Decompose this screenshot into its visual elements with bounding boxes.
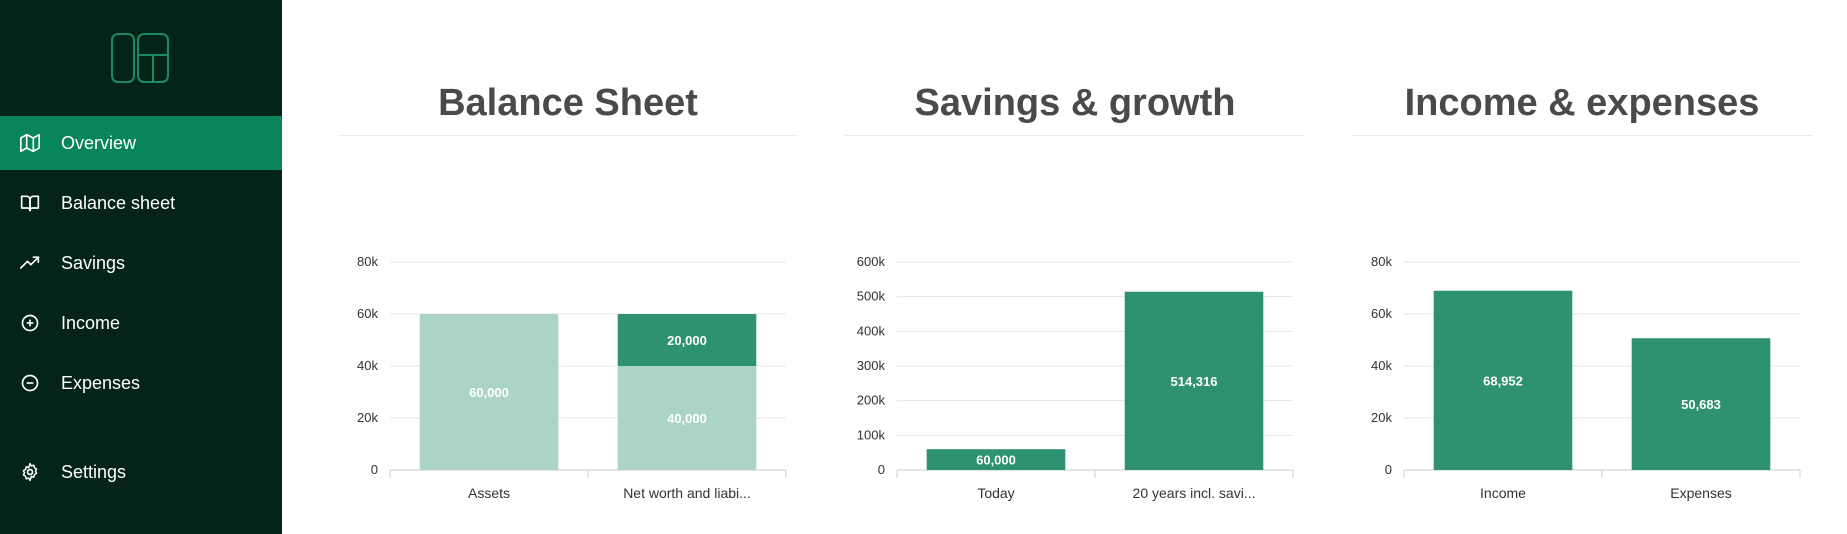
data-label: 60,000 — [976, 453, 1016, 468]
sidebar-item-settings[interactable]: Settings — [0, 445, 282, 499]
divider — [845, 135, 1305, 136]
sidebar-item-label: Settings — [61, 461, 127, 482]
x-tick-label: Assets — [468, 485, 510, 501]
sidebar: Overview Balance sheet Savings Income Ex… — [0, 0, 282, 534]
divider — [338, 135, 798, 136]
income-expenses-chart: 0 20k 40k 60k 80k 68,952 Income 50,683 Expenses — [1371, 254, 1801, 501]
balance-sheet-chart: 0 20k 40k 60k 80k 60,000 Assets 40,000 20,000 Net… — [357, 254, 787, 501]
sidebar-item-balance-sheet[interactable]: Balance sheet — [0, 176, 282, 230]
x-tick-label: 20 years incl. savi... — [1133, 485, 1256, 501]
sidebar-item-income[interactable]: Income — [0, 296, 282, 350]
x-tick-label: Expenses — [1670, 485, 1731, 501]
map-icon — [20, 133, 40, 153]
y-tick-label: 500k — [857, 289, 886, 304]
plus-circle-icon — [21, 314, 39, 332]
panel-title: Savings & growth — [914, 82, 1236, 124]
sidebar-item-label: Balance sheet — [61, 192, 176, 213]
sidebar-item-overview[interactable]: Overview — [0, 116, 282, 170]
y-tick-label: 80k — [357, 254, 378, 269]
y-tick-label: 20k — [357, 410, 378, 425]
book-icon — [20, 195, 40, 212]
gear-icon — [22, 462, 38, 482]
y-tick-label: 60k — [1371, 306, 1392, 321]
y-tick-label: 0 — [878, 462, 885, 477]
bar — [1124, 291, 1264, 470]
sidebar-item-expenses[interactable]: Expenses — [0, 356, 282, 410]
data-label: 68,952 — [1483, 373, 1523, 388]
y-tick-label: 20k — [1371, 410, 1392, 425]
bar — [1631, 338, 1771, 470]
y-tick-label: 0 — [371, 462, 378, 477]
main-content: Balance Sheet 0 20k 40k 60k 80k 60,000 Assets 4… — [282, 0, 1847, 534]
panel-title: Income & expenses — [1404, 82, 1760, 124]
balance-sheet-panel: Balance Sheet 0 20k 40k 60k 80k 60,000 Assets 4… — [338, 0, 798, 534]
y-tick-label: 40k — [1371, 358, 1392, 373]
minus-circle-icon — [21, 374, 39, 392]
savings-growth-panel: Savings & growth 0 100k 200k 300k 400k 500k 60… — [845, 0, 1305, 534]
y-tick-label: 200k — [857, 393, 886, 408]
bar — [926, 449, 1066, 470]
savings-growth-chart: 0 100k 200k 300k 400k 500k 600k 60,000 Today 514,… — [857, 254, 1294, 501]
sidebar-item-savings[interactable]: Savings — [0, 236, 282, 290]
y-tick-label: 600k — [857, 254, 886, 269]
y-tick-label: 0 — [1385, 462, 1392, 477]
x-tick-label: Today — [977, 485, 1014, 501]
data-label: 40,000 — [667, 411, 707, 426]
data-label: 50,683 — [1681, 397, 1721, 412]
bar — [1433, 290, 1573, 470]
x-tick-label: Income — [1480, 485, 1526, 501]
y-tick-label: 100k — [857, 427, 886, 442]
sidebar-item-label: Expenses — [61, 372, 141, 393]
trending-up-icon — [20, 256, 40, 269]
sidebar-item-label: Savings — [61, 252, 126, 273]
y-tick-label: 40k — [357, 358, 378, 373]
data-label: 514,316 — [1171, 374, 1218, 389]
x-tick-label: Net worth and liabi... — [623, 485, 751, 501]
y-tick-label: 80k — [1371, 254, 1392, 269]
logo-icon — [111, 33, 169, 83]
sidebar-item-label: Income — [61, 312, 121, 333]
divider — [1352, 135, 1812, 136]
bar — [617, 366, 757, 470]
panel-title: Balance Sheet — [438, 82, 698, 124]
y-tick-label: 60k — [357, 306, 378, 321]
sidebar-item-label: Overview — [61, 132, 137, 153]
data-label: 60,000 — [469, 385, 509, 400]
bar — [617, 314, 757, 366]
data-label: 20,000 — [667, 333, 707, 348]
bar — [419, 314, 559, 470]
y-tick-label: 400k — [857, 323, 886, 338]
income-expenses-panel: Income & expenses 0 20k 40k 60k 80k 68,952 Inc… — [1352, 0, 1812, 534]
y-tick-label: 300k — [857, 358, 886, 373]
